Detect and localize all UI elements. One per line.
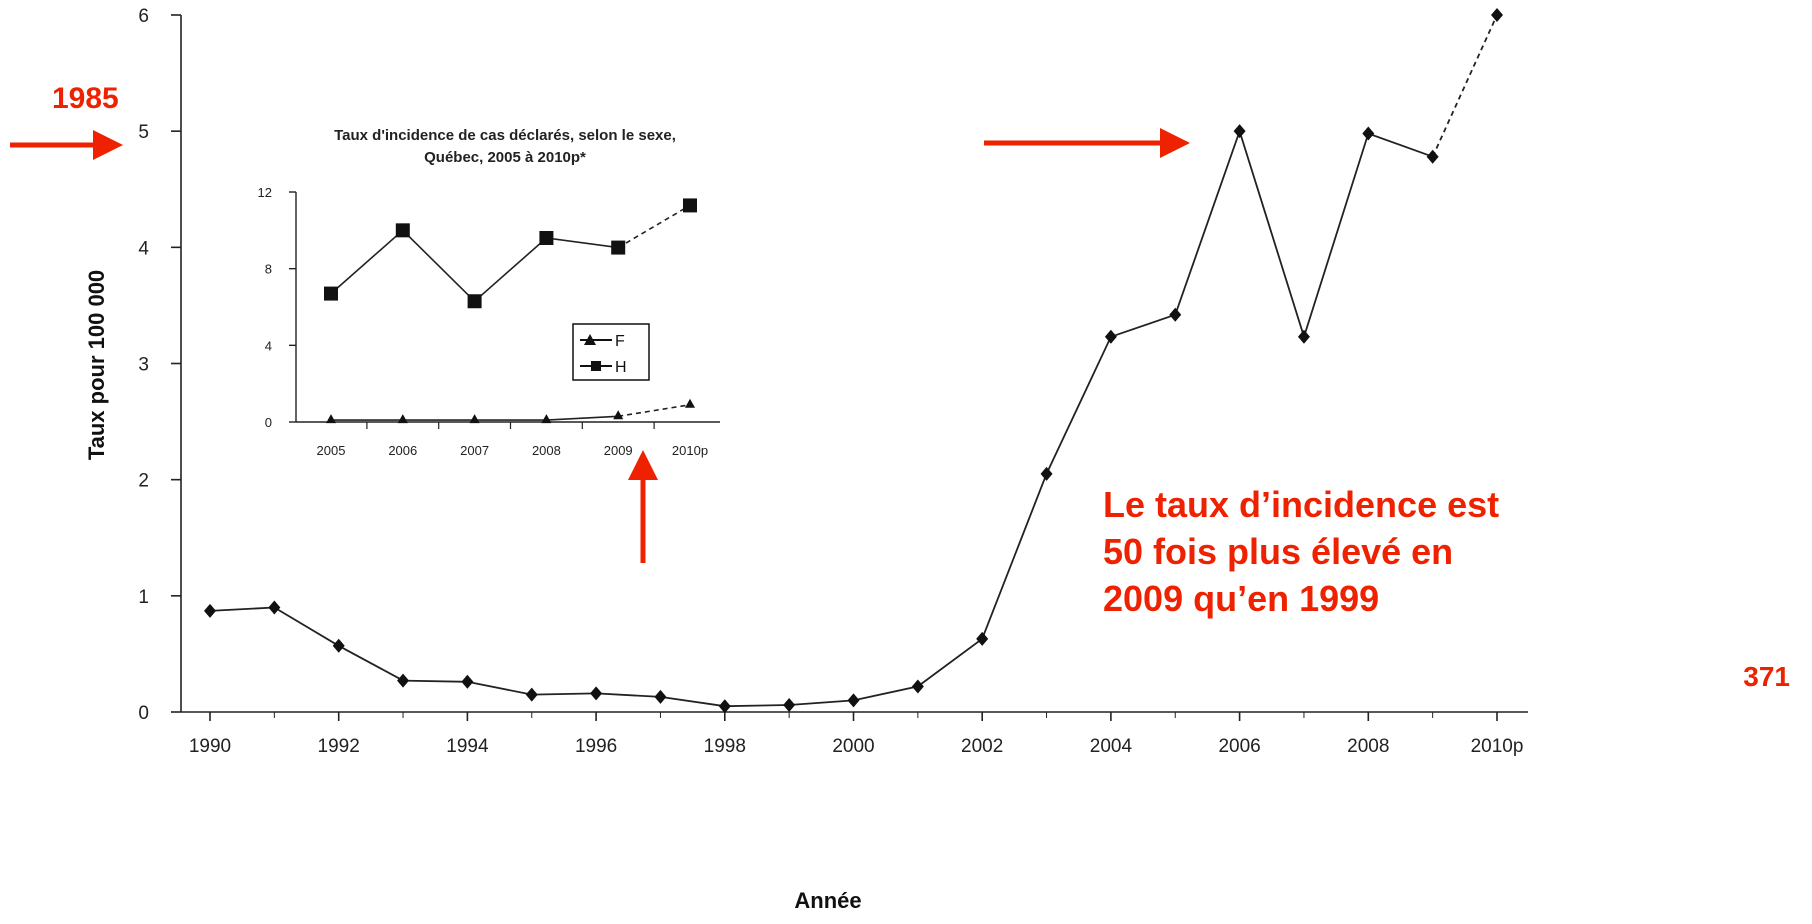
y-tick-label: 4	[138, 238, 149, 259]
data-point	[1426, 149, 1439, 164]
inset-x-tick-label: 2008	[532, 443, 561, 458]
data-point	[461, 674, 474, 689]
annotation-note-line1: Le taux d’incidence est	[1103, 484, 1499, 525]
data-point	[204, 603, 216, 618]
inset-x-tick-label: 2010p	[672, 443, 708, 458]
x-tick-label: 1990	[189, 736, 231, 757]
data-point	[1491, 8, 1503, 22]
inset-series-line-projected-f	[618, 404, 691, 418]
inset-y-tick-label: 8	[265, 262, 272, 277]
data-point	[1233, 124, 1246, 139]
page-number: 371	[1743, 661, 1790, 692]
data-point	[332, 638, 345, 653]
inset-point-f	[326, 414, 336, 424]
inset-x-tick-label: 2009	[604, 443, 633, 458]
triangle-marker-icon	[584, 334, 596, 345]
inset-point-h	[324, 286, 338, 301]
series-line-projected	[1431, 14, 1498, 158]
data-point	[911, 679, 924, 694]
x-tick-label: 2010p	[1471, 736, 1524, 757]
y-tick-label: 5	[138, 122, 149, 143]
series-line	[209, 128, 1434, 708]
y-tick-label: 0	[138, 703, 149, 724]
data-point	[1362, 126, 1375, 141]
inset-y-tick-label: 4	[265, 338, 272, 353]
data-point	[783, 698, 796, 713]
x-tick-label: 2008	[1347, 736, 1389, 757]
inset-tick-labels: 0 4 8 12 2005 2006 2007 2008 2009 2010p	[258, 185, 709, 458]
inset-series	[324, 198, 697, 424]
inset-point-h	[539, 231, 554, 245]
x-tick-label: 2000	[832, 736, 874, 757]
inset-series-line-projected-h	[617, 204, 691, 249]
data-point	[1169, 307, 1182, 322]
inset-y-tick-label: 0	[265, 415, 272, 430]
y-tick-label: 6	[138, 6, 149, 27]
inset-point-f	[397, 414, 408, 424]
data-point	[1297, 329, 1310, 344]
legend-item-h: H	[580, 359, 627, 376]
data-point	[397, 673, 410, 688]
annotation-year: 1985	[52, 82, 119, 115]
inset-point-h	[611, 240, 626, 255]
data-point	[1104, 329, 1117, 344]
inset-point-h	[395, 223, 410, 238]
x-tick-label: 1992	[318, 736, 360, 757]
data-point	[976, 631, 989, 646]
x-tick-label: 2004	[1090, 736, 1133, 757]
inset-title-line2: Québec, 2005 à 2010p*	[424, 149, 586, 166]
inset-y-tick-label: 12	[258, 185, 272, 200]
inset-x-tick-label: 2006	[388, 443, 417, 458]
inset-point-f	[469, 414, 480, 424]
inset-x-tick-label: 2007	[460, 443, 489, 458]
main-axes	[171, 14, 1528, 721]
legend-label-h: H	[615, 359, 627, 376]
main-series	[204, 8, 1503, 714]
legend-item-f: F	[580, 333, 625, 350]
data-point	[590, 686, 603, 701]
data-point	[654, 689, 667, 704]
inset-axes	[289, 191, 720, 429]
inset-chart: Taux d'incidence de cas déclarés, selon …	[258, 127, 720, 458]
legend-label-f: F	[615, 333, 625, 350]
data-point	[847, 693, 860, 708]
inset-title-line1: Taux d'incidence de cas déclarés, selon …	[334, 127, 676, 144]
x-tick-label: 1996	[575, 736, 617, 757]
y-tick-label: 2	[138, 471, 149, 492]
inset-series-line-h	[330, 229, 619, 303]
x-tick-label: 1994	[446, 736, 489, 757]
x-tick-label: 2002	[961, 736, 1003, 757]
annotation-note-line3: 2009 qu’en 1999	[1103, 578, 1379, 619]
inset-legend: F H	[572, 323, 650, 381]
x-tick-label: 1998	[704, 736, 746, 757]
annotation-note-line2: 50 fois plus élevé en	[1103, 531, 1453, 572]
inset-point-f	[685, 398, 695, 408]
inset-point-f	[613, 410, 624, 420]
y-axis-title: Taux pour 100 000	[84, 270, 109, 460]
y-tick-label: 3	[138, 355, 149, 376]
data-point	[525, 687, 538, 702]
data-point	[268, 600, 281, 615]
inset-point-f	[541, 414, 552, 424]
inset-point-h	[467, 294, 482, 309]
inset-x-tick-label: 2005	[317, 443, 346, 458]
data-point	[1040, 466, 1053, 481]
y-tick-label: 1	[138, 587, 149, 608]
data-point	[718, 699, 731, 714]
x-axis-title: Année	[794, 888, 861, 913]
square-marker-icon	[591, 361, 601, 371]
x-tick-label: 2006	[1218, 736, 1260, 757]
inset-point-h	[683, 198, 697, 213]
